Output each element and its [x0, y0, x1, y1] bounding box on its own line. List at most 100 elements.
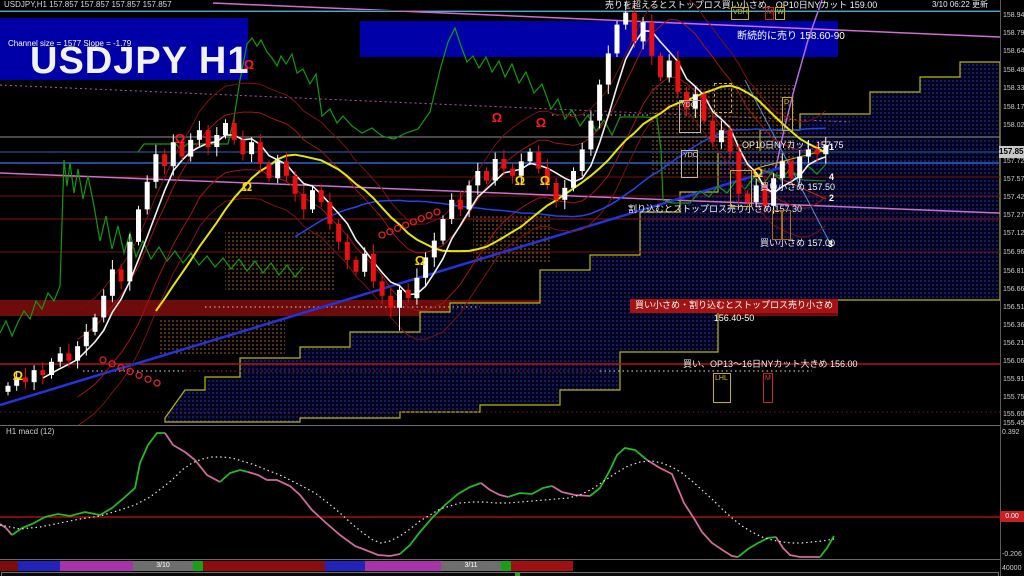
- price-marker-chain: [153, 379, 161, 387]
- price-marker-chain: [99, 356, 107, 364]
- price-marker-chain: [394, 224, 402, 233]
- macd-line: [819, 535, 835, 558]
- session-segment: [193, 561, 203, 571]
- macd-scale-min: -0.206: [1002, 551, 1022, 558]
- marker-box[interactable]: LHL: [713, 373, 731, 403]
- price-marker-chain: [386, 228, 394, 236]
- macd-line: [646, 459, 739, 558]
- price-tick-label: 155.450: [1003, 420, 1024, 427]
- macd-signal-line: [0, 456, 835, 544]
- signal-marker-yellow: Ω: [515, 173, 525, 188]
- volume-scale-label: 40000: [1002, 565, 1022, 572]
- marker-box[interactable]: D: [782, 97, 793, 131]
- candle-body: [649, 22, 655, 56]
- candle-body: [449, 199, 455, 219]
- candle-body: [22, 377, 28, 383]
- macd-line: [0, 523, 13, 536]
- marker-box[interactable]: VDH: [731, 7, 749, 20]
- date-label: 3/10: [133, 561, 193, 571]
- candle-body: [249, 142, 255, 155]
- macd-line: [247, 471, 401, 557]
- marker-box[interactable]: M: [765, 7, 774, 20]
- macd-scale-max: 0.392: [1002, 429, 1020, 436]
- price-tick-label: 158.790: [1003, 30, 1024, 37]
- candle-body: [553, 183, 559, 200]
- candle-body: [710, 120, 716, 143]
- candle-body: [49, 361, 54, 375]
- price-marker-chain: [126, 367, 134, 376]
- price-marker-chain: [108, 360, 116, 368]
- price-tick-label: 155.755: [1003, 394, 1024, 401]
- macd-line: [399, 482, 482, 555]
- channel-info-label: Channel size = 1577 Slope = -1.79: [8, 39, 132, 48]
- candle-body: [588, 120, 594, 150]
- time-axis[interactable]: 3/10 3/11: [0, 561, 1000, 571]
- candle-body: [440, 219, 446, 241]
- candle-body: [188, 139, 194, 157]
- trend-line: [756, 167, 827, 200]
- candle-body: [5, 385, 11, 392]
- macd-line: [11, 432, 165, 536]
- fractal-line: [137, 26, 827, 204]
- price-marker-chain: [144, 375, 152, 383]
- price-tick-label: 155.910: [1003, 376, 1024, 383]
- signal-marker-yellow: Ω: [415, 253, 425, 268]
- buy-zone-label: 買い小さめ・割り込むとストップロス売り小さめ 156.40-50: [630, 299, 838, 323]
- candle-body: [658, 55, 663, 78]
- chart-scrollbar[interactable]: [1, 572, 999, 576]
- price-scale[interactable]: 158.940 158.790 158.640 158.485 158.330 158.1…: [1000, 0, 1024, 576]
- marker-box[interactable]: [730, 170, 752, 207]
- chart-annotation: 割り込むとストップロス売り小さめ 157.30: [628, 204, 803, 214]
- signal-marker-red: Ω: [492, 110, 502, 125]
- macd-line: [219, 469, 249, 483]
- kumo-cloud-secondary: [225, 232, 335, 290]
- marker-box[interactable]: YDC: [681, 150, 698, 178]
- candle-body: [109, 269, 115, 296]
- candle-body: [162, 154, 168, 167]
- price-marker-chain: [117, 364, 125, 372]
- candle-body: [788, 161, 794, 179]
- candle-body: [240, 139, 246, 155]
- symbol-watermark: USDJPY H1: [30, 40, 250, 82]
- candle-body: [536, 151, 542, 169]
- candle-body: [336, 223, 342, 242]
- candle-body: [196, 130, 202, 140]
- price-tick-label: 157.120: [1003, 230, 1024, 237]
- price-tick-label: 157.575: [1003, 176, 1024, 183]
- session-segment: [18, 561, 60, 571]
- candle-body: [597, 84, 603, 121]
- candle-body: [83, 331, 89, 347]
- marker-box[interactable]: YDO: [679, 100, 701, 133]
- candle-body: [370, 253, 376, 282]
- candle-body: [544, 168, 550, 183]
- chart-annotation: OP10日NYカット 157.75: [742, 140, 844, 150]
- price-marker-chain: [433, 208, 441, 216]
- candle-body: [214, 135, 220, 147]
- marker-box[interactable]: W: [775, 7, 785, 20]
- macd-panel-separator[interactable]: [0, 425, 1000, 426]
- candle-body: [344, 241, 350, 260]
- chart-annotation: 売りを超えるとストップロス買い小さめ。OP10日NYカット 159.00: [605, 0, 878, 10]
- marker-box[interactable]: [782, 210, 791, 240]
- marker-box-label: VDH: [733, 9, 748, 16]
- candle-body: [631, 12, 637, 42]
- macd-line: [164, 432, 221, 483]
- macd-line: [775, 536, 820, 558]
- marker-box[interactable]: M: [763, 373, 773, 403]
- candle-body: [762, 185, 768, 206]
- candle-body: [518, 161, 524, 176]
- session-segment: [501, 561, 511, 571]
- candle-body: [405, 289, 411, 299]
- price-marker-chain: [378, 231, 386, 239]
- candle-body: [75, 346, 81, 361]
- price-tick-label: 157.425: [1003, 194, 1024, 201]
- marker-box-label: LHL: [715, 375, 728, 382]
- candle-body: [310, 190, 315, 210]
- fractal-line: [0, 159, 304, 338]
- macd-line: [480, 482, 509, 498]
- macd-indicator-label: H1 macd (12): [6, 427, 55, 436]
- marker-box[interactable]: [772, 210, 782, 240]
- marker-box[interactable]: [714, 83, 732, 113]
- candle-body: [623, 12, 629, 25]
